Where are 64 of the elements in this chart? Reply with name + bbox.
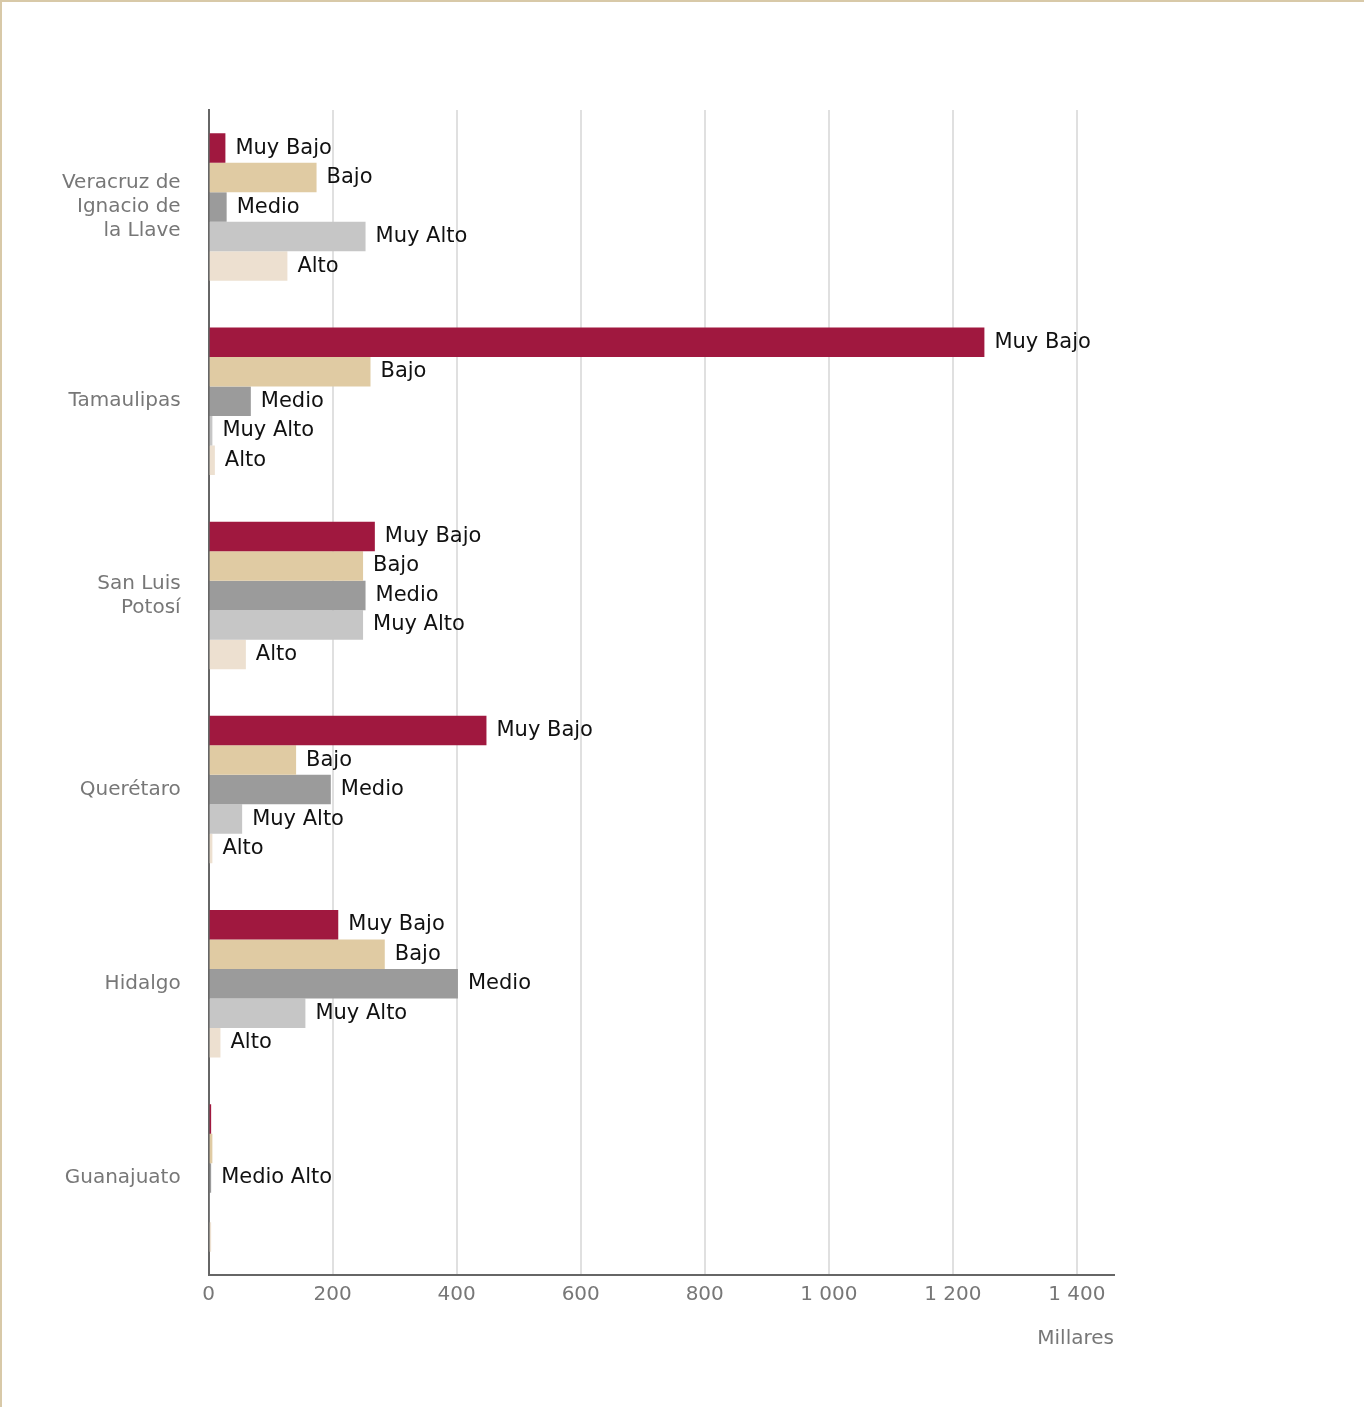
bar bbox=[209, 745, 297, 775]
x-tick-label: 0 bbox=[202, 1281, 216, 1306]
data-label: Muy Bajo bbox=[235, 134, 332, 159]
data-label: Alto bbox=[230, 1029, 272, 1054]
data-label: Medio bbox=[467, 970, 531, 995]
data-label: Medio bbox=[375, 581, 439, 606]
bar bbox=[209, 327, 985, 357]
bar bbox=[209, 221, 366, 252]
bar bbox=[209, 386, 251, 417]
bar bbox=[209, 192, 227, 222]
bar bbox=[209, 445, 215, 476]
data-label: Bajo bbox=[373, 552, 420, 577]
bar bbox=[209, 939, 385, 969]
x-tick-label: 1 400 bbox=[1048, 1281, 1106, 1306]
data-label: Muy Bajo bbox=[348, 911, 445, 936]
bar bbox=[209, 804, 243, 834]
data-label: Alto bbox=[255, 640, 298, 665]
bar bbox=[209, 639, 246, 670]
data-label: Muy Alto bbox=[375, 223, 468, 248]
x-tick-label: 1 000 bbox=[800, 1281, 858, 1306]
x-tick-label: 800 bbox=[685, 1281, 724, 1306]
data-label: Muy Alto bbox=[252, 805, 344, 830]
bar bbox=[209, 998, 306, 1029]
y-tick-label: Hidalgo bbox=[104, 969, 181, 994]
x-tick-label: 1 200 bbox=[924, 1281, 982, 1306]
bar bbox=[209, 356, 371, 387]
data-label: Alto bbox=[222, 835, 264, 860]
data-label: Medio bbox=[340, 776, 404, 801]
data-label: Bajo bbox=[326, 164, 373, 189]
data-label: Muy Bajo bbox=[994, 328, 1091, 353]
data-label: Muy Bajo bbox=[496, 717, 593, 742]
bar bbox=[209, 162, 317, 193]
bar bbox=[209, 551, 364, 581]
data-label: Bajo bbox=[380, 358, 427, 383]
data-label: Muy Alto bbox=[315, 999, 408, 1024]
data-label: Medio bbox=[260, 387, 324, 412]
data-label: Alto bbox=[224, 446, 267, 471]
data-label: Muy Alto bbox=[222, 417, 315, 442]
y-tick-label: Guanajuato bbox=[64, 1164, 181, 1189]
x-tick-label: 400 bbox=[437, 1281, 476, 1306]
data-label: Muy Bajo bbox=[384, 522, 482, 547]
x-axis-title: Millares bbox=[1037, 1325, 1114, 1350]
y-tick-label: Querétaro bbox=[79, 775, 181, 800]
x-tick-label: 600 bbox=[561, 1281, 600, 1306]
data-label: Medio Alto bbox=[221, 1164, 333, 1189]
y-tick-label: Veracruz de Ignacio de la Llave bbox=[61, 169, 181, 242]
data-label: Bajo bbox=[306, 746, 353, 771]
data-label: Alto bbox=[297, 252, 339, 277]
data-label: Muy Alto bbox=[373, 611, 465, 636]
bar bbox=[209, 251, 288, 281]
bar bbox=[209, 610, 364, 640]
bar bbox=[209, 909, 339, 940]
bar bbox=[209, 968, 458, 999]
data-label: Medio bbox=[236, 193, 300, 218]
bar bbox=[209, 774, 331, 805]
x-tick-label: 200 bbox=[313, 1281, 352, 1306]
bar bbox=[209, 1028, 221, 1058]
bar bbox=[209, 521, 375, 552]
bar bbox=[209, 580, 366, 611]
data-label: Bajo bbox=[394, 940, 441, 965]
y-tick-label: Tamaulipas bbox=[67, 387, 181, 412]
y-tick-label: San Luis Potosí bbox=[97, 569, 183, 618]
bar bbox=[209, 715, 487, 746]
bar bbox=[209, 133, 226, 163]
